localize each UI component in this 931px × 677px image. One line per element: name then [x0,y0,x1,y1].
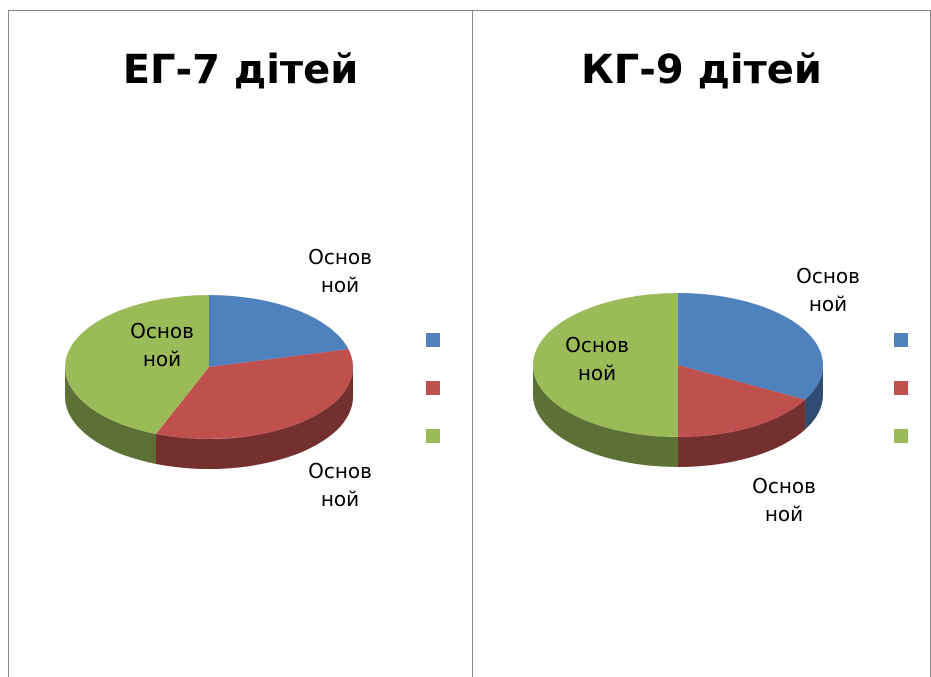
chart-title: КГ-9 дітей [581,47,822,93]
slice [678,365,806,437]
slice-side [155,367,353,469]
legend-swatch [894,333,908,347]
slice [533,293,678,437]
slice [678,293,823,400]
legend-swatch [894,381,908,395]
data-label: Основ ной [752,474,816,526]
slice-side [64,367,156,464]
data-label: Основ ной [308,245,372,297]
slice [64,295,209,434]
slice [155,349,354,440]
chart-panel: ЕГ-7 дітей [8,10,472,677]
legend-swatch [426,333,440,347]
legend-swatch [426,381,440,395]
slice-side [805,365,823,430]
data-label: Основ ной [796,264,860,316]
chart-title: ЕГ-7 дітей [122,47,359,93]
legend-swatch [894,429,908,443]
data-label: Основ ной [565,333,629,385]
slice-side [678,399,806,467]
slice-side [533,365,678,467]
data-label: Основ ной [130,319,194,371]
slice [209,295,349,367]
legend-swatch [426,429,440,443]
data-label: Основ ной [308,459,372,511]
